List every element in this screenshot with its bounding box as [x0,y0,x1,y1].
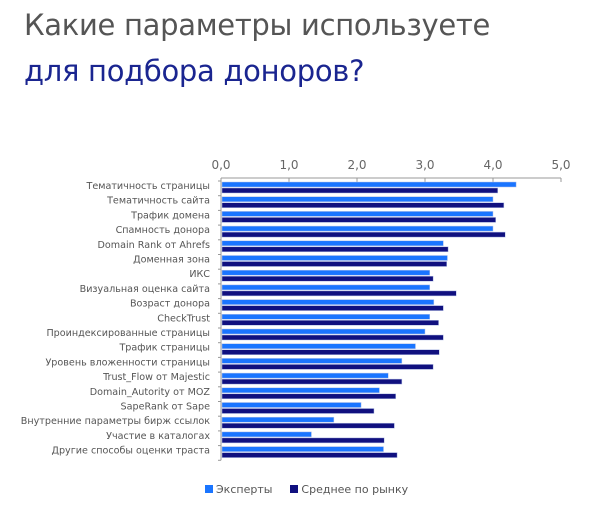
category-label: Спамность донора [116,225,210,236]
title-line-2: для подбора доноров? [24,54,365,88]
bar-experts [221,211,494,217]
bar-experts [221,387,380,394]
bar-experts [221,358,403,364]
bar-market [221,187,499,194]
x-tick-label: 1,0 [279,158,298,172]
bar-experts [221,269,431,276]
bar-experts [221,225,494,232]
category-label: Внутренние параметры бирж ссылок [21,416,210,427]
bar-experts [221,328,426,335]
bar-market [221,305,444,311]
bar-market [221,452,398,458]
category-label: ИКС [189,269,210,280]
legend-item-experts: Эксперты [205,483,272,496]
bar-market [221,437,385,444]
category-label: Тематичность страницы [85,181,210,192]
bar-experts [221,255,448,261]
bar-market [221,261,448,267]
bar-market [221,334,444,341]
bar-experts [221,372,389,379]
bar-experts [221,314,431,320]
legend-label: Эксперты [216,483,273,496]
x-tick-label: 5,0 [551,158,570,172]
x-tick-label: 0,0 [211,158,230,172]
legend-label: Среднее по рынку [301,483,409,496]
bar-market [221,246,449,253]
bar-experts [221,446,384,452]
bar-market [221,422,395,429]
bar-experts [221,343,416,349]
x-tick-label: 2,0 [347,158,366,172]
bar-experts [221,196,494,202]
bar-market [221,320,439,326]
legend-swatch [290,485,299,493]
bar-market [221,408,375,414]
x-tick-label: 3,0 [415,158,434,172]
bar-market [221,393,397,400]
legend-item-market: Среднее по рынку [290,483,408,496]
bar-experts [221,284,431,291]
category-label: Тематичность сайта [106,196,210,207]
bar-experts [221,181,517,188]
category-label: Участие в каталогах [106,431,210,442]
bar-market [221,275,434,282]
bar-experts [221,299,435,305]
category-label: Доменная зона [133,255,210,266]
bar-market [221,349,440,355]
bar-experts [221,402,362,408]
category-label: Трафик домена [130,210,210,221]
bar-experts [221,240,444,247]
bar-market [221,378,403,385]
bar-experts [221,416,335,423]
category-label: CheckTrust [157,313,210,324]
category-label: Trust_Flow от Majestic [102,372,210,383]
category-label: Domain Rank от Ahrefs [98,240,210,251]
category-label: Уровень вложенности страницы [45,357,210,368]
category-label: SapeRank от Sape [121,402,211,413]
x-tick-label: 4,0 [483,158,502,172]
bar-market [221,364,434,370]
category-label: Domain_Autority от MOZ [90,387,211,398]
bar-market [221,231,506,238]
bar-market [221,202,505,208]
category-label: Визуальная оценка сайта [80,284,210,295]
bar-experts [221,431,312,438]
legend: Эксперты Среднее по рынку [205,483,408,496]
category-label: Трафик страницы [118,343,210,354]
category-label: Возраст донора [130,299,210,310]
category-label: Проиндексированные страницы [46,328,210,339]
category-label: Другие способы оценки траста [51,446,210,457]
bar-market [221,290,457,297]
title-line-1: Какие параметры используете [24,8,491,42]
bar-market [221,217,496,223]
legend-swatch [205,485,213,493]
